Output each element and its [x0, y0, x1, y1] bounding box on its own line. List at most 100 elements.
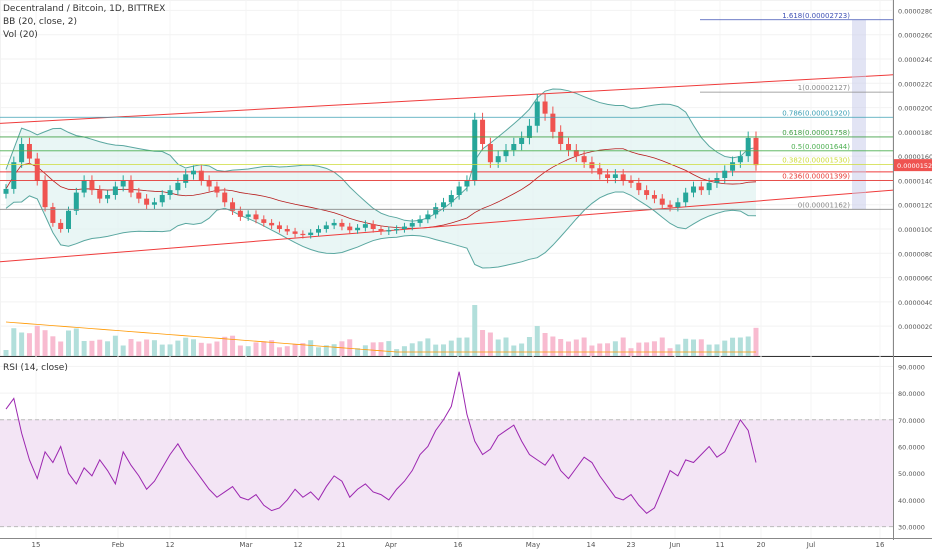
- fib-level-label: 0.786(0.00001920): [782, 109, 850, 117]
- volume-bar: [487, 332, 493, 356]
- volume-bar: [605, 343, 611, 356]
- candle-body: [745, 137, 751, 157]
- volume-bar: [97, 339, 103, 356]
- candle: [503, 144, 509, 162]
- candle: [628, 175, 634, 188]
- time-tick-label: Mar: [239, 541, 252, 549]
- volume-bar: [503, 337, 509, 356]
- candle: [370, 220, 376, 233]
- time-tick-label: 12: [294, 541, 303, 549]
- candle: [120, 175, 126, 192]
- volume-bar: [495, 339, 501, 356]
- candle: [534, 94, 540, 133]
- candle-body: [112, 186, 118, 195]
- rsi-tick-label: 80.0000: [898, 390, 925, 398]
- candle: [19, 137, 25, 168]
- volume-bar: [159, 344, 165, 356]
- candle-body: [245, 214, 251, 217]
- trend-lines: [0, 74, 894, 263]
- volume-bar: [105, 341, 111, 356]
- candle-body: [26, 144, 32, 159]
- time-tick-label: 12: [166, 541, 175, 549]
- volume-bar: [323, 345, 329, 356]
- volume-bar: [151, 340, 157, 356]
- fib-level-label: 1.618(0.00002723): [782, 12, 850, 20]
- volume-bar: [472, 305, 478, 356]
- candle: [261, 215, 267, 227]
- candle-body: [597, 168, 603, 175]
- time-tick-label: 15: [32, 541, 41, 549]
- candle-body: [191, 170, 196, 175]
- candle: [698, 181, 704, 195]
- candle-body: [167, 190, 173, 195]
- volume-bar: [112, 335, 118, 356]
- volume-bar: [292, 344, 298, 356]
- fibonacci-levels: 1.618(0.00002723) 1(0.00002127) 0.786(0.00…: [0, 12, 893, 210]
- volume-bars: [3, 305, 759, 356]
- volume-bar: [698, 339, 704, 356]
- candle: [472, 112, 478, 186]
- volume-bar: [50, 336, 56, 356]
- candle-body: [323, 225, 329, 229]
- rsi-tick-label: 60.0000: [898, 444, 925, 452]
- volume-bar: [331, 344, 337, 356]
- candle-body: [151, 202, 157, 205]
- volume-bar: [19, 332, 25, 356]
- candle: [433, 202, 439, 219]
- candle: [34, 152, 40, 186]
- time-tick-label: Feb: [112, 541, 125, 549]
- volume-bar: [144, 339, 150, 356]
- volume-bar: [511, 345, 517, 356]
- candle-body: [691, 186, 696, 193]
- candle-body: [620, 174, 626, 181]
- time-tick-label: May: [526, 541, 540, 549]
- volume-bar: [370, 342, 376, 356]
- volume-bar: [753, 327, 759, 356]
- candle: [81, 175, 87, 198]
- candle: [730, 156, 736, 177]
- volume-bar: [589, 345, 595, 356]
- time-tick-label: 21: [337, 541, 346, 549]
- candle: [89, 175, 95, 195]
- candle-body: [698, 186, 704, 191]
- candle: [683, 187, 689, 207]
- candle: [323, 221, 329, 233]
- time-tick-label: Jul: [806, 541, 816, 549]
- volume-bar: [58, 341, 64, 356]
- candlesticks: [3, 94, 759, 239]
- candle: [362, 220, 368, 232]
- volume-bar: [636, 342, 642, 356]
- candle-body: [284, 229, 290, 232]
- candle: [191, 165, 196, 180]
- candle: [519, 131, 525, 151]
- candle-body: [42, 180, 48, 208]
- volume-bar: [120, 345, 126, 356]
- candle-body: [120, 180, 126, 187]
- candle: [58, 219, 64, 233]
- symbol-title: Decentraland / Bitcoin, 1D, BITTREX: [3, 4, 166, 14]
- volume-bar: [73, 328, 79, 356]
- candle: [511, 137, 517, 157]
- volume-bar: [644, 342, 650, 356]
- candle-body: [292, 231, 298, 234]
- volume-bar: [198, 342, 204, 356]
- candle: [331, 219, 337, 230]
- candle-body: [331, 222, 337, 226]
- candle: [105, 190, 111, 204]
- volume-bar: [480, 330, 486, 356]
- candle-body: [386, 230, 392, 232]
- bb-fill: [6, 88, 756, 268]
- candle: [417, 215, 423, 227]
- candle: [480, 112, 486, 151]
- candle: [128, 175, 134, 198]
- volume-bar: [167, 344, 173, 356]
